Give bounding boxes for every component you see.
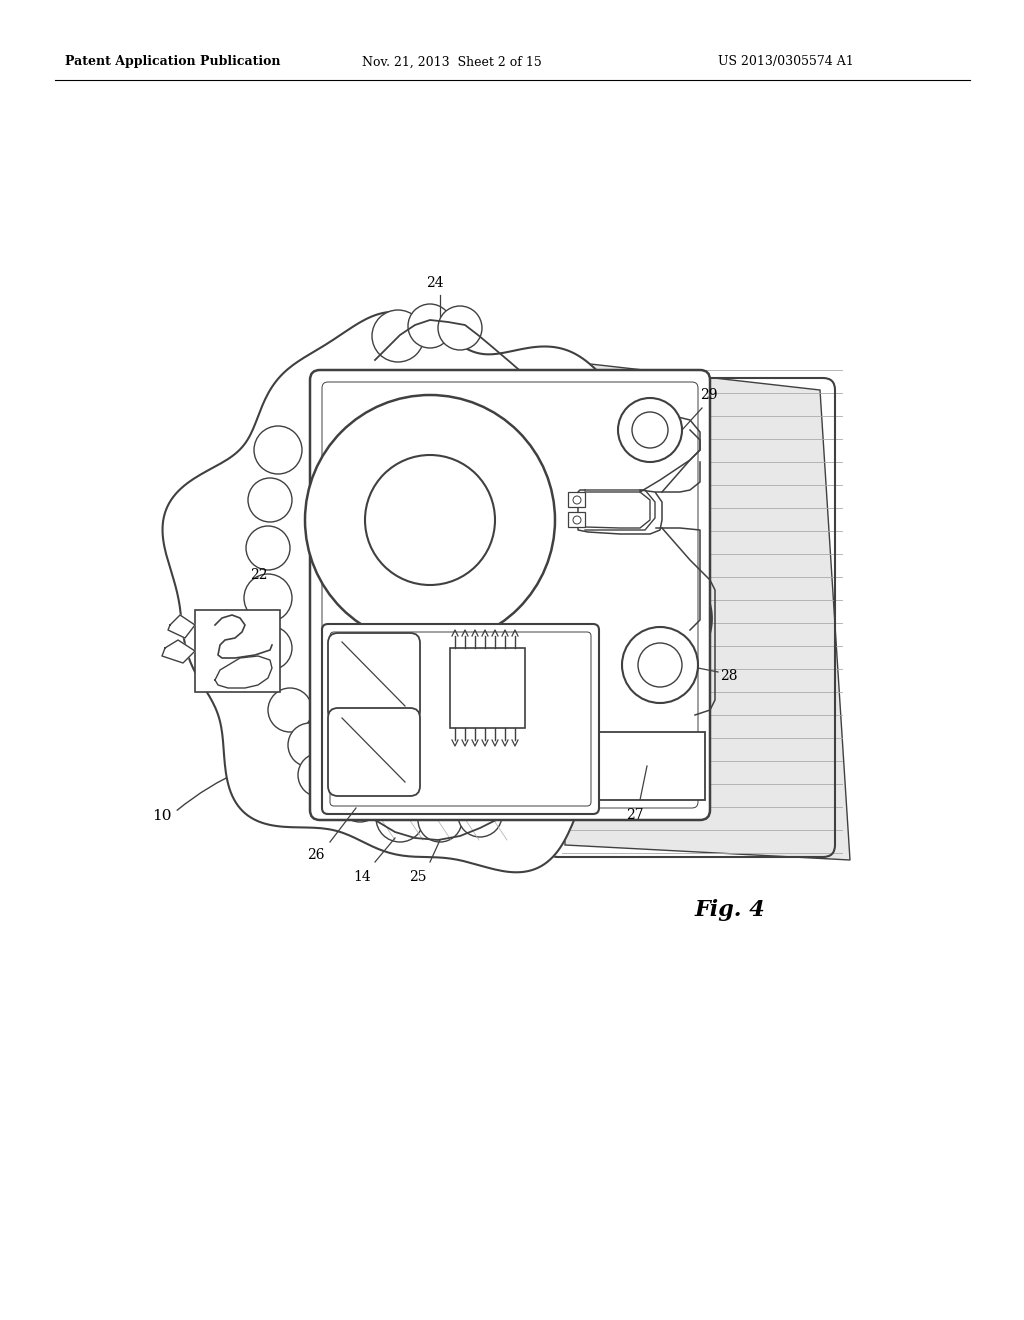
Circle shape: [248, 478, 292, 521]
Text: Patent Application Publication: Patent Application Publication: [65, 55, 281, 69]
Text: 26: 26: [307, 847, 325, 862]
Circle shape: [244, 574, 292, 622]
FancyBboxPatch shape: [330, 632, 591, 807]
Circle shape: [338, 777, 382, 822]
Circle shape: [458, 793, 502, 837]
Text: Nov. 21, 2013  Sheet 2 of 15: Nov. 21, 2013 Sheet 2 of 15: [362, 55, 542, 69]
Circle shape: [288, 723, 332, 767]
Text: Fig. 4: Fig. 4: [695, 899, 766, 921]
Circle shape: [372, 310, 424, 362]
Polygon shape: [162, 640, 195, 663]
Circle shape: [268, 688, 312, 733]
Bar: [568, 492, 585, 507]
Circle shape: [305, 395, 555, 645]
FancyBboxPatch shape: [328, 634, 420, 721]
Circle shape: [490, 780, 530, 820]
FancyBboxPatch shape: [322, 624, 599, 814]
Polygon shape: [168, 615, 195, 638]
Circle shape: [365, 455, 495, 585]
Bar: [568, 512, 585, 527]
Circle shape: [248, 626, 292, 671]
Bar: [590, 733, 705, 800]
FancyBboxPatch shape: [322, 381, 698, 808]
Text: US 2013/0305574 A1: US 2013/0305574 A1: [718, 55, 854, 69]
Text: 25: 25: [410, 870, 427, 884]
Text: 22: 22: [251, 568, 268, 582]
Circle shape: [298, 752, 342, 797]
Bar: [450, 648, 525, 729]
Circle shape: [632, 412, 668, 447]
Circle shape: [408, 304, 452, 348]
Circle shape: [418, 799, 462, 842]
Circle shape: [246, 525, 290, 570]
Circle shape: [254, 426, 302, 474]
Circle shape: [638, 643, 682, 686]
Text: 14: 14: [353, 870, 371, 884]
FancyBboxPatch shape: [310, 370, 710, 820]
Circle shape: [622, 627, 698, 704]
FancyBboxPatch shape: [328, 708, 420, 796]
Text: 24: 24: [426, 276, 443, 290]
Polygon shape: [163, 312, 712, 873]
Polygon shape: [555, 360, 850, 861]
Text: 29: 29: [700, 388, 718, 403]
Circle shape: [618, 399, 682, 462]
Circle shape: [376, 795, 424, 842]
Circle shape: [438, 306, 482, 350]
Text: 28: 28: [720, 669, 737, 682]
Text: 27: 27: [627, 808, 644, 822]
Text: 10: 10: [152, 809, 171, 822]
Bar: [195, 610, 280, 692]
